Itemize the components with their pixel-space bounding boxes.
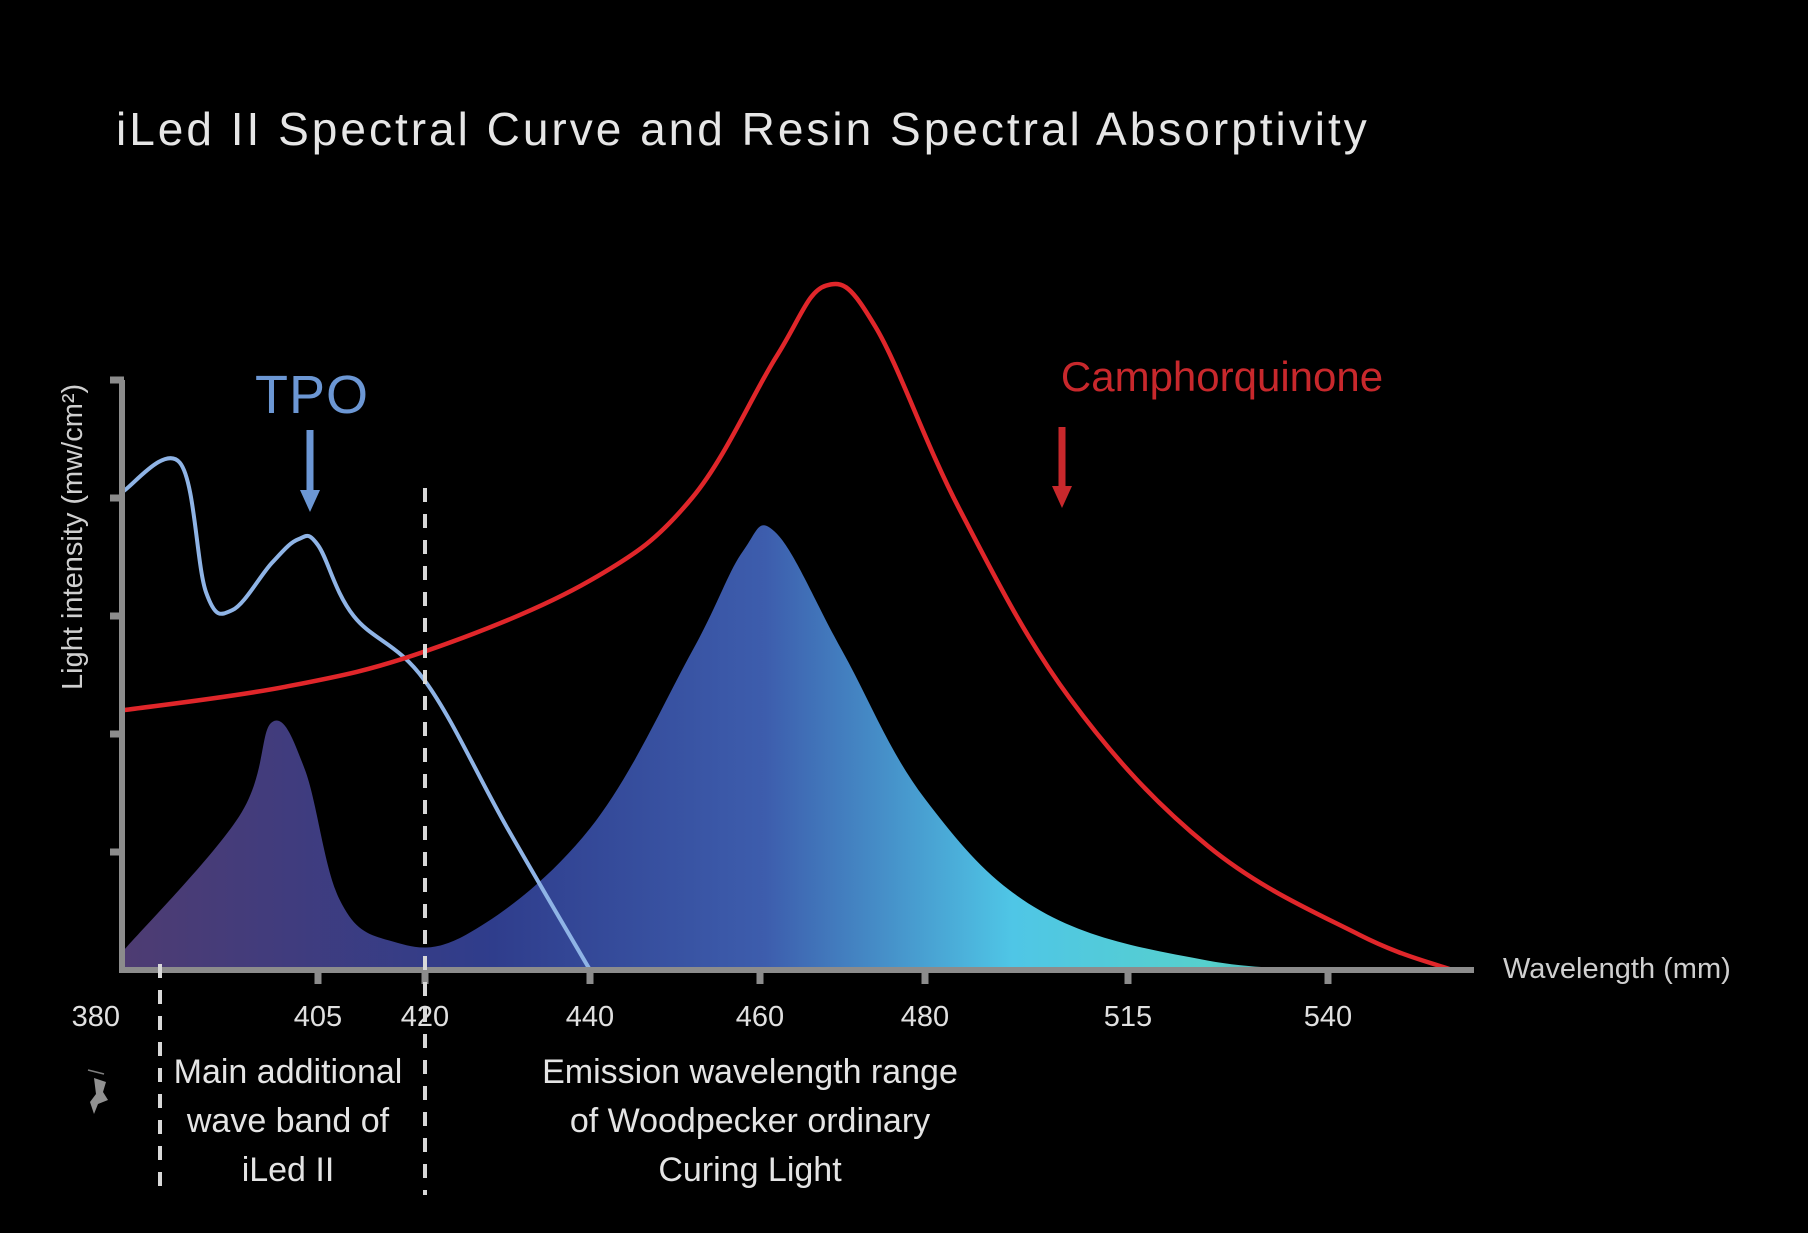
tpo-curve (120, 456, 592, 972)
y-axis-ticks (110, 376, 124, 856)
tpo-arrow-head (300, 490, 320, 512)
camphorquinone-arrow-head (1052, 486, 1072, 508)
emission-spectrum-area (122, 525, 1359, 970)
camphorquinone-label: Camphorquinone (1061, 353, 1383, 400)
x-axis-ticks: 380405420440460480515540 (72, 970, 1352, 1033)
x-tick-label: 405 (294, 1001, 342, 1033)
x-tick-label: 460 (736, 1001, 784, 1033)
x-tick-label: 515 (1104, 1001, 1152, 1033)
x-tick-label: 380 (72, 1001, 120, 1033)
x-axis-label: Wavelength (mm) (1503, 953, 1731, 985)
band-label-line: iLed II (242, 1151, 335, 1189)
iled-band-label: Main additional wave band of iLed II (174, 1053, 403, 1189)
band-dividers (158, 488, 427, 1195)
band-label-line: wave band of (186, 1102, 390, 1140)
band-label-line: Main additional (174, 1053, 403, 1091)
y-axis-label: Light intensity (mw/cm²) (57, 384, 89, 690)
tpo-label: TPO (255, 365, 369, 425)
x-tick-label: 540 (1304, 1001, 1352, 1033)
x-tick-label: 480 (901, 1001, 949, 1033)
band-label-line: of Woodpecker ordinary (570, 1102, 930, 1140)
emission-area-layer (122, 525, 1359, 970)
series-annotations: TPO Camphorquinone (255, 353, 1383, 512)
chart-title: iLed II Spectral Curve and Resin Spectra… (116, 103, 1370, 155)
ordinary-light-band-label: Emission wavelength range of Woodpecker o… (542, 1053, 958, 1189)
axes: 380405420440460480515540 (72, 376, 1474, 1033)
band-labels: Main additional wave band of iLed II Emissi… (174, 1053, 958, 1189)
woodpecker-logo (87, 1069, 108, 1114)
x-tick-label: 440 (566, 1001, 614, 1033)
band-label-line: Emission wavelength range (542, 1053, 958, 1091)
band-label-line: Curing Light (658, 1151, 842, 1189)
